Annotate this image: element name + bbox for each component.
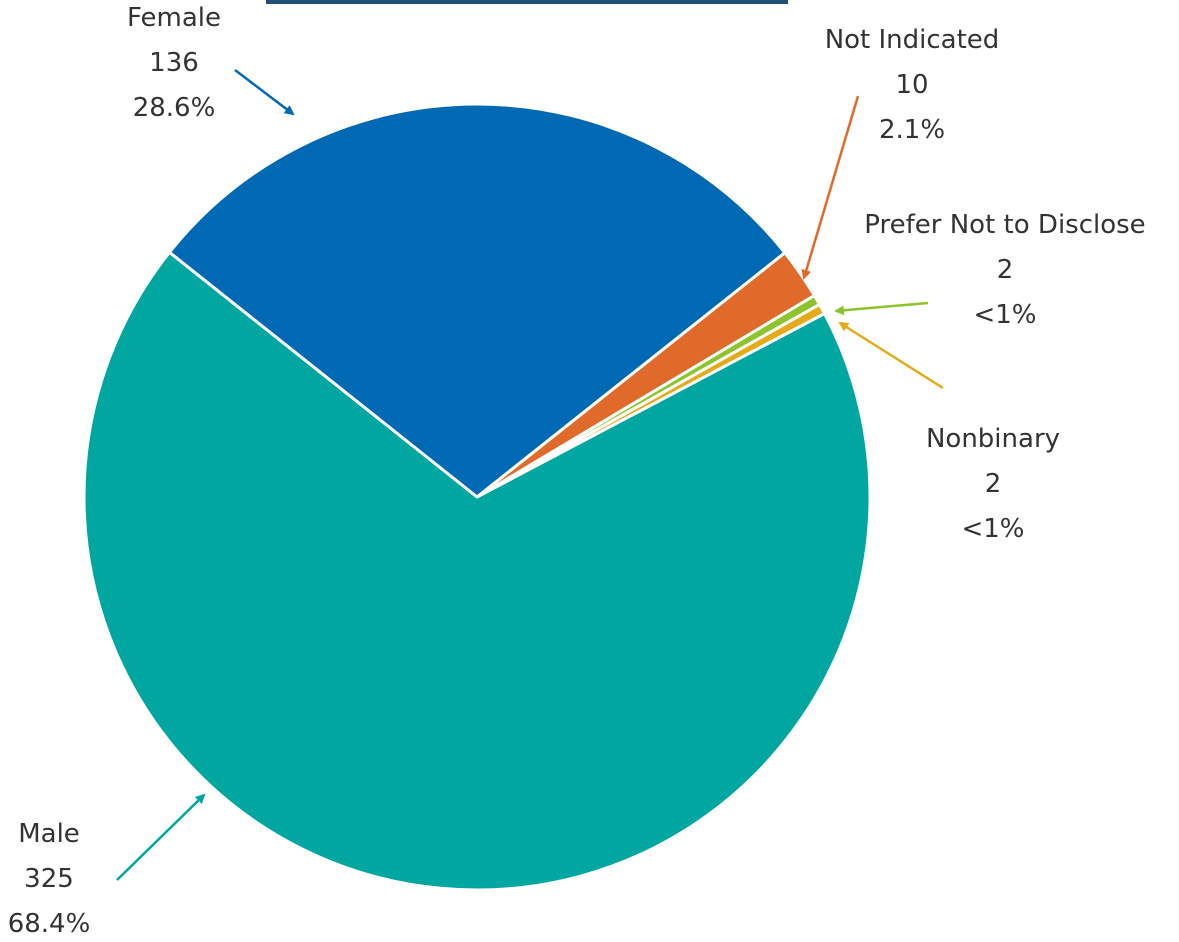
prefer-not-leader-arrow bbox=[834, 301, 929, 316]
label-male-name: Male bbox=[18, 819, 80, 849]
label-not-indicated-count: 10 bbox=[895, 70, 928, 100]
female-leader-arrow bbox=[234, 69, 295, 116]
pie-slices bbox=[82, 102, 872, 892]
label-prefer-not: Prefer Not to Disclose 2 <1% bbox=[864, 210, 1145, 330]
label-male: Male 325 68.4% bbox=[8, 819, 91, 939]
label-female-name: Female bbox=[127, 3, 221, 33]
label-prefer-not-percent: <1% bbox=[973, 300, 1036, 330]
label-prefer-not-count: 2 bbox=[997, 255, 1014, 285]
label-female-count: 136 bbox=[149, 48, 199, 78]
label-not-indicated: Not Indicated 10 2.1% bbox=[825, 25, 1000, 145]
pie-slice-male bbox=[82, 250, 872, 892]
label-male-percent: 68.4% bbox=[8, 909, 91, 939]
male-leader-arrow bbox=[116, 793, 206, 881]
label-nonbinary: Nonbinary 2 <1% bbox=[926, 424, 1060, 544]
top-rule bbox=[266, 0, 788, 4]
label-nonbinary-percent: <1% bbox=[961, 514, 1024, 544]
label-nonbinary-name: Nonbinary bbox=[926, 424, 1060, 454]
pie-slice-female bbox=[167, 102, 787, 499]
nonbinary-leader-arrow bbox=[838, 321, 944, 390]
label-not-indicated-percent: 2.1% bbox=[879, 115, 945, 145]
label-nonbinary-count: 2 bbox=[985, 469, 1002, 499]
not-indicated-leader-arrow bbox=[801, 95, 860, 280]
label-not-indicated-name: Not Indicated bbox=[825, 25, 1000, 55]
label-prefer-not-name: Prefer Not to Disclose bbox=[864, 210, 1145, 240]
label-female-percent: 28.6% bbox=[133, 93, 216, 123]
leader-lines bbox=[116, 69, 944, 881]
label-male-count: 325 bbox=[24, 864, 74, 894]
label-female: Female 136 28.6% bbox=[127, 3, 221, 123]
